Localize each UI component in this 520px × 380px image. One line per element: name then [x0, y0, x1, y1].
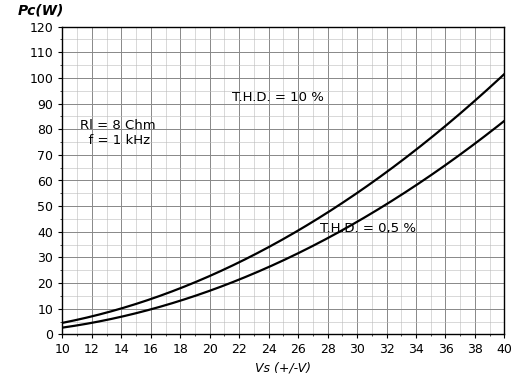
X-axis label: Vs (+/-V): Vs (+/-V)	[255, 362, 311, 375]
Text: Pc(W): Pc(W)	[18, 3, 64, 17]
Text: T.H.D. = 0,5 %: T.H.D. = 0,5 %	[320, 222, 416, 234]
Text: Rl = 8 Chm
  f = 1 kHz: Rl = 8 Chm f = 1 kHz	[80, 119, 155, 147]
Text: T.H.D. = 10 %: T.H.D. = 10 %	[232, 90, 324, 104]
